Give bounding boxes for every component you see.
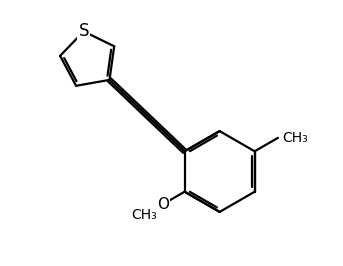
Text: CH₃: CH₃ — [282, 131, 308, 145]
Text: O: O — [157, 197, 169, 212]
Text: CH₃: CH₃ — [132, 208, 157, 222]
Text: S: S — [79, 22, 89, 40]
